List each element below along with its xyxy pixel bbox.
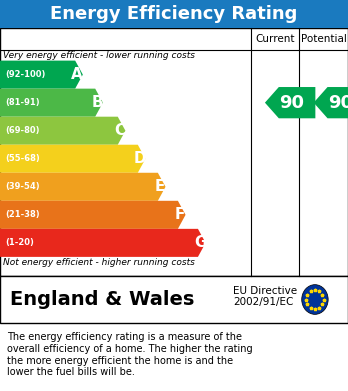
Text: (1-20): (1-20)	[5, 239, 34, 248]
Text: (69-80): (69-80)	[5, 126, 40, 135]
Text: A: A	[71, 67, 83, 82]
Polygon shape	[0, 61, 83, 89]
Text: Not energy efficient - higher running costs: Not energy efficient - higher running co…	[3, 258, 195, 267]
Text: G: G	[194, 235, 206, 250]
Text: Very energy efficient - lower running costs: Very energy efficient - lower running co…	[3, 50, 196, 60]
Text: B: B	[92, 95, 103, 110]
Text: (81-91): (81-91)	[5, 98, 40, 107]
Polygon shape	[0, 145, 145, 173]
Text: 90: 90	[328, 94, 348, 112]
Text: (39-54): (39-54)	[5, 182, 40, 191]
Text: 90: 90	[279, 94, 304, 112]
Polygon shape	[0, 117, 125, 145]
Polygon shape	[265, 87, 315, 118]
Text: Potential: Potential	[301, 34, 347, 44]
Text: The energy efficiency rating is a measure of the
overall efficiency of a home. T: The energy efficiency rating is a measur…	[7, 332, 253, 377]
Text: EU Directive
2002/91/EC: EU Directive 2002/91/EC	[233, 285, 297, 307]
Text: C: C	[114, 123, 125, 138]
Polygon shape	[0, 229, 206, 257]
Text: F: F	[175, 207, 185, 222]
Polygon shape	[314, 87, 348, 118]
Text: Current: Current	[255, 34, 295, 44]
Circle shape	[302, 285, 328, 314]
Text: E: E	[155, 179, 165, 194]
Text: England & Wales: England & Wales	[10, 290, 195, 309]
Text: (92-100): (92-100)	[5, 70, 46, 79]
Bar	[0, 276, 348, 323]
Bar	[0, 0, 348, 28]
Polygon shape	[0, 89, 103, 117]
Text: (21-38): (21-38)	[5, 210, 40, 219]
Text: Energy Efficiency Rating: Energy Efficiency Rating	[50, 5, 298, 23]
Text: (55-68): (55-68)	[5, 154, 40, 163]
Polygon shape	[0, 201, 185, 229]
Text: D: D	[134, 151, 146, 166]
Bar	[0, 28, 348, 276]
Polygon shape	[0, 173, 166, 201]
